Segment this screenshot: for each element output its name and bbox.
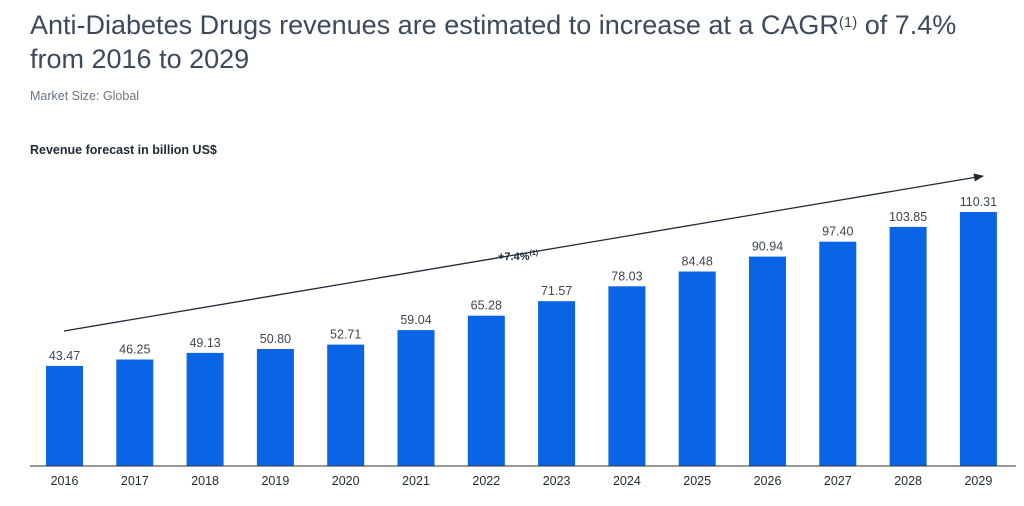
x-tick-2021: 2021 xyxy=(402,474,430,488)
value-label-2021: 59.04 xyxy=(400,313,431,327)
bar-2023 xyxy=(538,301,576,466)
value-label-2029: 110.31 xyxy=(960,195,997,209)
cagr-annotation: +7.4%(1) xyxy=(498,250,538,263)
bar-2016 xyxy=(46,365,83,466)
x-tick-2016: 2016 xyxy=(51,474,79,488)
x-tick-2020: 2020 xyxy=(332,474,360,488)
value-label-2020: 52.71 xyxy=(330,328,361,342)
x-tick-2019: 2019 xyxy=(261,474,289,488)
value-label-2027: 97.40 xyxy=(822,225,853,239)
x-tick-2026: 2026 xyxy=(754,474,782,488)
title-line-2: from 2016 to 2029 xyxy=(30,44,250,74)
chart-axis-title: Revenue forecast in billion US$ xyxy=(30,143,217,157)
value-label-2017: 46.25 xyxy=(119,343,150,357)
x-tick-2018: 2018 xyxy=(191,474,219,488)
bar-2018 xyxy=(186,352,224,466)
bar-2029 xyxy=(959,212,997,466)
x-tick-2025: 2025 xyxy=(683,474,711,488)
x-tick-2024: 2024 xyxy=(613,474,641,488)
value-label-2028: 103.85 xyxy=(889,210,927,224)
cagr-value: +7.4% xyxy=(498,251,530,263)
value-label-2016: 43.47 xyxy=(49,349,80,363)
x-tick-2023: 2023 xyxy=(543,474,571,488)
bar-2017 xyxy=(116,359,154,466)
bar-2025 xyxy=(678,271,716,466)
title-footnote-marker: (1) xyxy=(838,14,858,31)
x-tick-2029: 2029 xyxy=(964,474,992,488)
bar-2022 xyxy=(467,315,505,466)
cagr-footnote-marker: (1) xyxy=(530,250,539,257)
value-label-2026: 90.94 xyxy=(752,240,783,254)
x-tick-2028: 2028 xyxy=(894,474,922,488)
value-label-2019: 50.80 xyxy=(260,332,291,346)
bar-2026 xyxy=(749,256,786,466)
chart-title: Anti-Diabetes Drugs revenues are estimat… xyxy=(30,8,1010,76)
cagr-trend-arrow xyxy=(63,173,984,332)
bar-2021 xyxy=(397,330,435,466)
value-label-2024: 78.03 xyxy=(611,269,642,283)
bar-2027 xyxy=(819,241,857,466)
title-tail: of 7.4% xyxy=(857,10,957,40)
title-main: Anti-Diabetes Drugs revenues are estimat… xyxy=(30,10,839,40)
chart-subtitle: Market Size: Global xyxy=(30,89,140,103)
value-label-2025: 84.48 xyxy=(682,255,713,269)
x-tick-2022: 2022 xyxy=(472,474,500,488)
x-tick-2017: 2017 xyxy=(121,474,149,488)
value-label-2018: 49.13 xyxy=(189,336,220,350)
bar-2020 xyxy=(327,344,365,466)
bar-2028 xyxy=(889,226,927,466)
bar-2024 xyxy=(608,286,646,466)
x-tick-2027: 2027 xyxy=(824,474,852,488)
bar-2019 xyxy=(256,349,294,466)
value-label-2023: 71.57 xyxy=(541,284,572,298)
value-label-2022: 65.28 xyxy=(471,299,502,313)
